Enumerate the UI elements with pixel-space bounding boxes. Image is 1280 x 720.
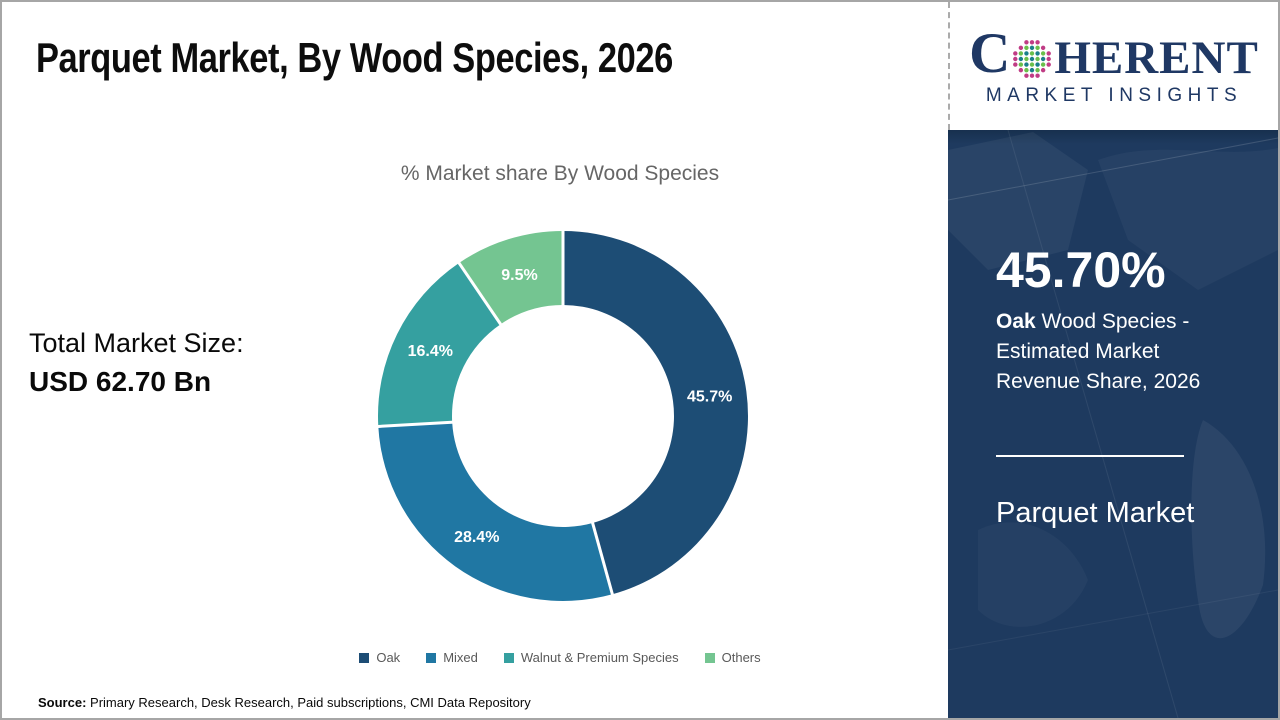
- highlight-value: 45.70%: [996, 242, 1166, 298]
- logo-subtitle: MARKET INSIGHTS: [985, 85, 1243, 106]
- donut-chart: 45.7% 28.4% 16.4% 9.5%: [376, 229, 748, 601]
- donut-label-oak: 45.7%: [687, 389, 732, 406]
- logo-word: HERENT: [1054, 32, 1259, 84]
- legend-item: Mixed: [426, 650, 478, 665]
- source-label: Source:: [38, 695, 87, 710]
- legend-item: Others: [704, 650, 761, 665]
- highlight-label: Oak Wood Species - Estimated Market Reve…: [996, 307, 1248, 397]
- highlight-label-rest: Wood Species -: [1035, 309, 1190, 333]
- donut-segment-mixed: [378, 422, 613, 601]
- dotted-globe-icon: [1013, 40, 1052, 78]
- coherent-logo: C HERENT: [969, 25, 1259, 82]
- legend-swatch-icon: [704, 652, 715, 663]
- donut-segment-oak: [563, 231, 748, 595]
- chart-title: % Market share By Wood Species: [400, 162, 720, 185]
- highlight-label-bold: Oak: [996, 309, 1036, 333]
- logo-panel: C HERENT MARKET INSIGHTS: [948, 2, 1278, 130]
- page-title: Parquet Market, By Wood Species, 2026: [36, 34, 673, 81]
- segment-divider: [376, 420, 455, 429]
- legend-label: Mixed: [443, 650, 478, 665]
- source-note: Source: Primary Research, Desk Research,…: [38, 695, 531, 710]
- highlight-label-line: Estimated Market: [996, 339, 1160, 363]
- logo-letter-c: C: [969, 22, 1011, 85]
- legend-item: Walnut & Premium Species: [503, 650, 679, 665]
- sidebar-content: 45.70% Oak Wood Species - Estimated Mark…: [948, 242, 1278, 530]
- legend-swatch-icon: [426, 652, 437, 663]
- highlight-label-line: Revenue Share, 2026: [996, 369, 1201, 393]
- divider-line: [996, 454, 1184, 457]
- report-title: Parquet Market: [996, 496, 1195, 529]
- donut-label-mixed: 28.4%: [454, 529, 499, 546]
- legend-label: Others: [721, 650, 761, 665]
- highlight-label-line: Oak Wood Species -: [996, 307, 1248, 337]
- total-market-size-value: USD 62.70 Bn: [29, 366, 212, 397]
- total-market-size-label: Total Market Size:: [29, 328, 244, 358]
- source-text: Primary Research, Desk Research, Paid su…: [86, 695, 531, 710]
- sidebar: 45.70% Oak Wood Species - Estimated Mark…: [948, 130, 1278, 718]
- donut-segment-walnut-premium-species: [378, 262, 501, 427]
- legend-item: Oak: [359, 650, 400, 665]
- total-market-size: Total Market Size: USD 62.70 Bn: [29, 324, 244, 402]
- donut-label-walnut-premium-species: 16.4%: [408, 343, 453, 360]
- segment-divider: [456, 260, 503, 327]
- legend-swatch-icon: [503, 652, 514, 663]
- segment-divider: [590, 520, 615, 597]
- donut-label-others: 9.5%: [501, 267, 537, 284]
- legend-label: Oak: [376, 650, 401, 665]
- chart-legend: Oak Mixed Walnut & Premium Species Other…: [280, 650, 840, 665]
- legend-label: Walnut & Premium Species: [520, 650, 679, 665]
- world-map-texture: [948, 130, 1278, 718]
- legend-swatch-icon: [359, 652, 370, 663]
